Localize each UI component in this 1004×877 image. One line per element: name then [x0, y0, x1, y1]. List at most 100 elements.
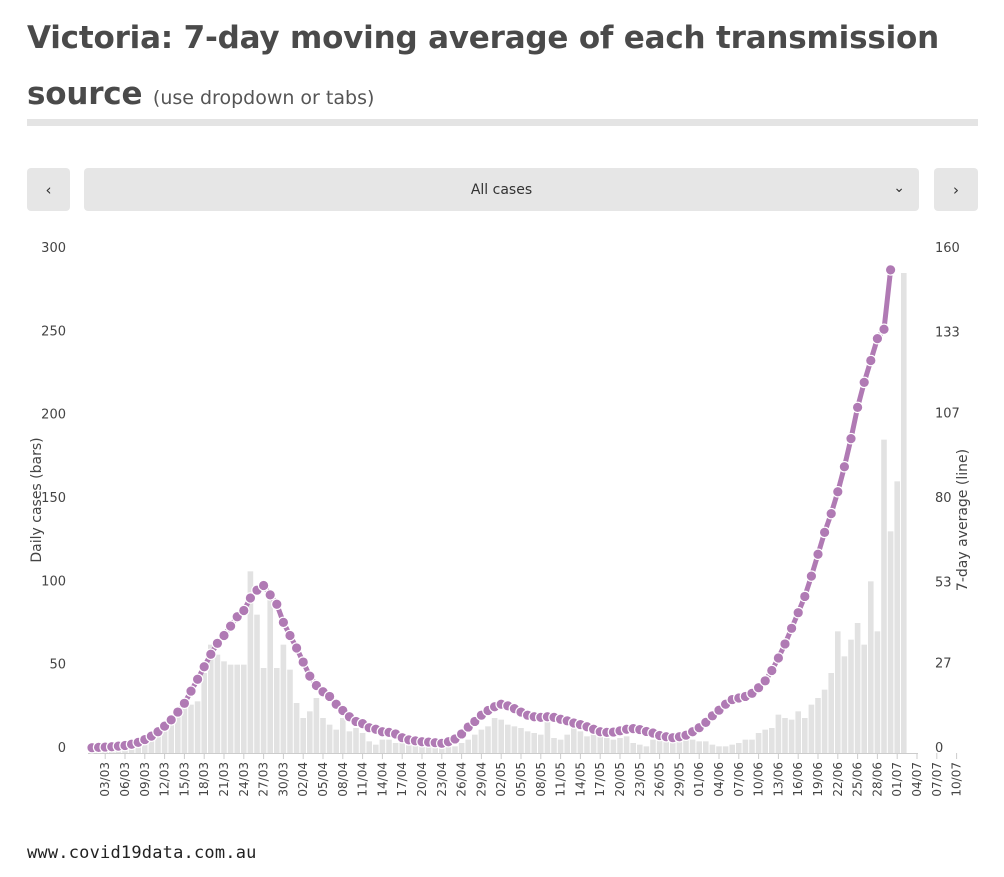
right-tick-label: 53	[935, 575, 952, 590]
bar	[175, 714, 181, 753]
right-tick-label: 133	[935, 325, 960, 340]
bar	[531, 733, 537, 753]
x-tick-label: 24/03	[237, 762, 251, 797]
bar	[412, 744, 419, 753]
average-point	[792, 606, 804, 619]
moving-average-chart: 0 50 100 150 200 250 300 0 27 53 80 107 133 160 Dail…	[29, 241, 971, 797]
average-point	[759, 675, 771, 687]
average-point	[818, 526, 831, 539]
bar	[716, 746, 722, 753]
title-main: Victoria: 7-day moving average of each t…	[27, 20, 939, 112]
bar	[835, 631, 841, 753]
x-tick-label: 04/07	[910, 762, 924, 797]
daily-case-bars	[89, 273, 907, 753]
bar	[340, 718, 346, 753]
average-point	[205, 648, 217, 661]
bar	[564, 734, 570, 753]
x-tick-label: 01/06	[692, 762, 706, 797]
bar	[254, 614, 260, 753]
x-tick-label: 26/05	[653, 762, 667, 797]
previous-tab-button[interactable]: ‹	[27, 168, 70, 211]
bar	[452, 746, 458, 753]
average-point	[812, 548, 824, 561]
average-point	[290, 642, 303, 654]
x-tick-label: 27/03	[257, 762, 271, 797]
bar	[300, 718, 306, 753]
bar	[656, 736, 663, 753]
x-tick-label: 03/03	[98, 762, 112, 797]
source-dropdown[interactable]: All cases ⌄	[84, 168, 919, 211]
bar	[505, 724, 511, 753]
x-tick-label: 25/06	[851, 762, 865, 797]
bar	[755, 733, 762, 753]
bar	[518, 728, 524, 753]
x-axis-ticks: 03/03 06/03 09/03 12/03 15/03 18/03 21/03 24/03…	[98, 753, 964, 797]
bar	[313, 698, 320, 753]
title-divider	[27, 119, 978, 126]
left-tick-label: 300	[41, 241, 66, 256]
x-tick-label: 09/03	[138, 762, 152, 797]
bar	[227, 664, 234, 753]
bar	[293, 703, 300, 753]
next-tab-button[interactable]: ›	[934, 168, 978, 211]
bar	[782, 718, 788, 753]
x-tick-label: 11/05	[554, 762, 568, 797]
seven-day-average-line	[86, 264, 897, 754]
average-point	[270, 598, 283, 611]
average-point	[323, 690, 336, 703]
average-point	[297, 656, 309, 668]
average-point	[264, 589, 276, 601]
bar	[742, 739, 749, 753]
average-point	[838, 460, 851, 473]
bar	[590, 734, 597, 753]
bar	[584, 736, 590, 753]
bar	[729, 744, 735, 753]
bar	[604, 738, 610, 753]
average-point	[878, 323, 890, 336]
average-point	[864, 354, 877, 367]
bar	[241, 664, 247, 753]
bar	[208, 644, 214, 753]
bar	[689, 739, 696, 753]
bar	[901, 273, 907, 753]
bar	[188, 704, 194, 753]
x-tick-label: 29/05	[672, 762, 686, 797]
bar	[544, 719, 551, 753]
bar	[736, 743, 742, 753]
average-point	[211, 637, 224, 650]
x-tick-label: 14/04	[375, 762, 389, 797]
bar	[161, 728, 168, 753]
bar	[577, 731, 584, 753]
average-point	[772, 652, 785, 664]
x-tick-label: 05/05	[514, 762, 528, 797]
bar	[887, 531, 894, 753]
left-tick-label: 100	[41, 574, 66, 589]
bar	[485, 726, 491, 753]
bar	[142, 739, 148, 753]
average-point	[798, 590, 811, 603]
x-tick-label: 26/04	[455, 762, 469, 797]
left-tick-label: 250	[41, 324, 66, 339]
bar	[623, 736, 630, 753]
left-tick-label: 150	[41, 491, 66, 506]
source-credit: www.covid19data.com.au	[27, 843, 257, 863]
bar	[538, 734, 544, 753]
bar	[828, 673, 834, 753]
bar	[399, 739, 405, 753]
x-tick-label: 12/03	[158, 762, 172, 797]
bar	[267, 594, 273, 753]
x-tick-label: 30/03	[276, 762, 290, 797]
average-point	[224, 620, 237, 632]
bar	[795, 711, 801, 753]
x-tick-label: 23/04	[435, 762, 449, 797]
average-point	[191, 673, 204, 686]
average-point	[284, 629, 296, 642]
average-point	[238, 604, 250, 617]
bar	[854, 623, 861, 753]
chevron-right-icon: ›	[953, 180, 959, 199]
average-point	[785, 622, 798, 635]
right-tick-label: 160	[935, 241, 960, 256]
bar	[683, 738, 689, 753]
bar	[274, 668, 280, 753]
bar	[346, 731, 353, 753]
